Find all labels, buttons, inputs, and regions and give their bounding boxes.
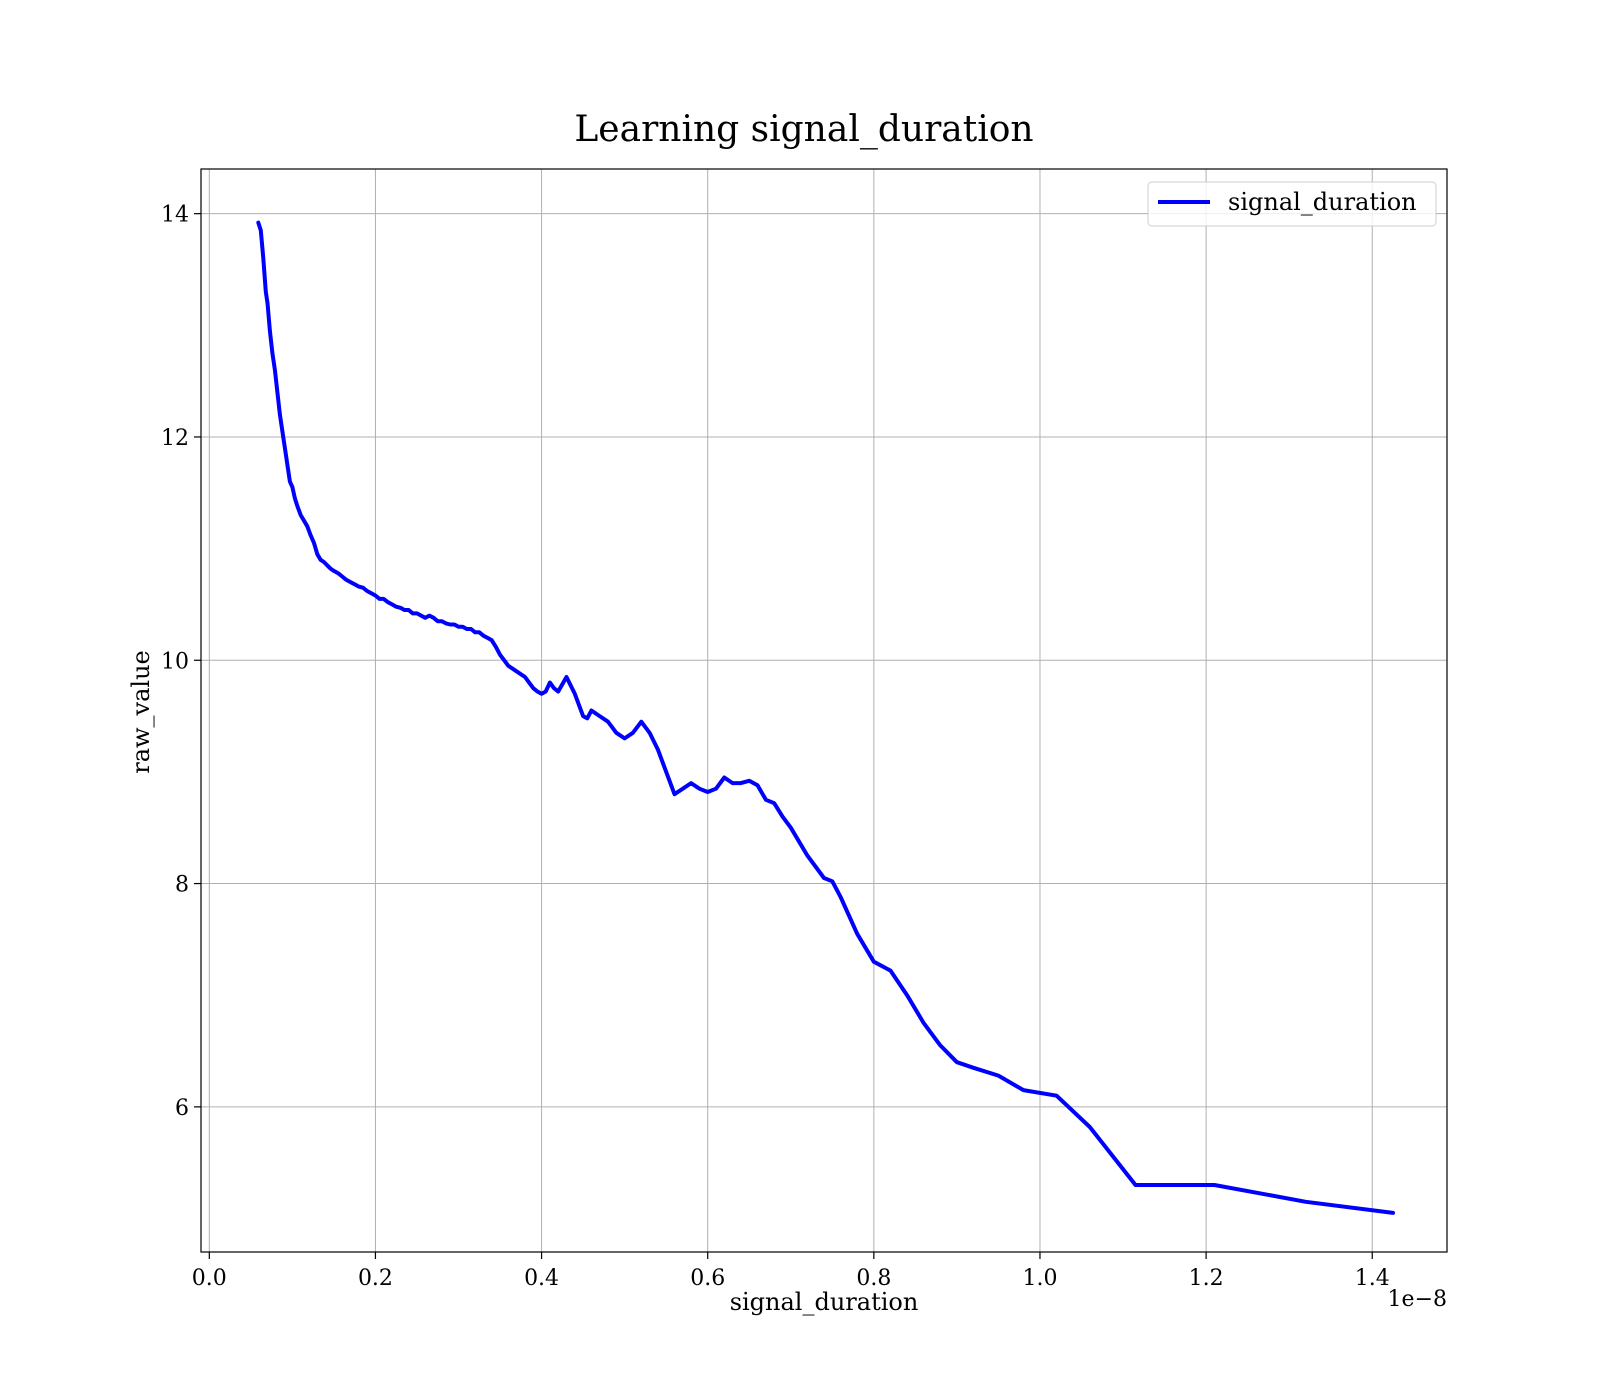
- legend-box: [1147, 181, 1437, 227]
- y-tick-label: 14: [161, 203, 189, 228]
- y-tick-label: 10: [161, 649, 189, 674]
- chart-title: Learning signal_duration: [574, 109, 1033, 150]
- x-tick-label: 1.4: [1355, 1266, 1390, 1291]
- x-tick-label: 0.4: [524, 1266, 559, 1291]
- x-tick-label: 0.8: [856, 1266, 891, 1291]
- series-layer: [256, 220, 1395, 1215]
- legend-label-signal-duration: signal_duration: [1228, 188, 1417, 216]
- legend: signal_duration: [1147, 181, 1437, 227]
- series-line-signal-duration: [256, 220, 1395, 1215]
- grid: [201, 169, 1447, 1252]
- x-tick-label: 1.0: [1022, 1266, 1057, 1291]
- x-tick-label: 0.6: [690, 1266, 725, 1291]
- y-tick-label: 6: [175, 1096, 189, 1121]
- x-tick-label: 0.2: [358, 1266, 393, 1291]
- x-axis-label: signal_duration: [730, 1288, 919, 1316]
- y-tick-label: 12: [161, 426, 189, 451]
- y-tick-label: 8: [175, 873, 189, 898]
- x-tick-label: 1.2: [1189, 1266, 1224, 1291]
- axis-ticks: 0.0 0.2 0.4 0.6 0.8 1.0 1.2 1.4 6 8 10 12 14: [161, 203, 1390, 1291]
- x-tick-label: 0.0: [192, 1266, 227, 1291]
- plot-area: [200, 168, 1448, 1253]
- y-axis-label: raw_value: [127, 650, 155, 774]
- x-axis-offset-text: 1e−8: [1388, 1287, 1447, 1312]
